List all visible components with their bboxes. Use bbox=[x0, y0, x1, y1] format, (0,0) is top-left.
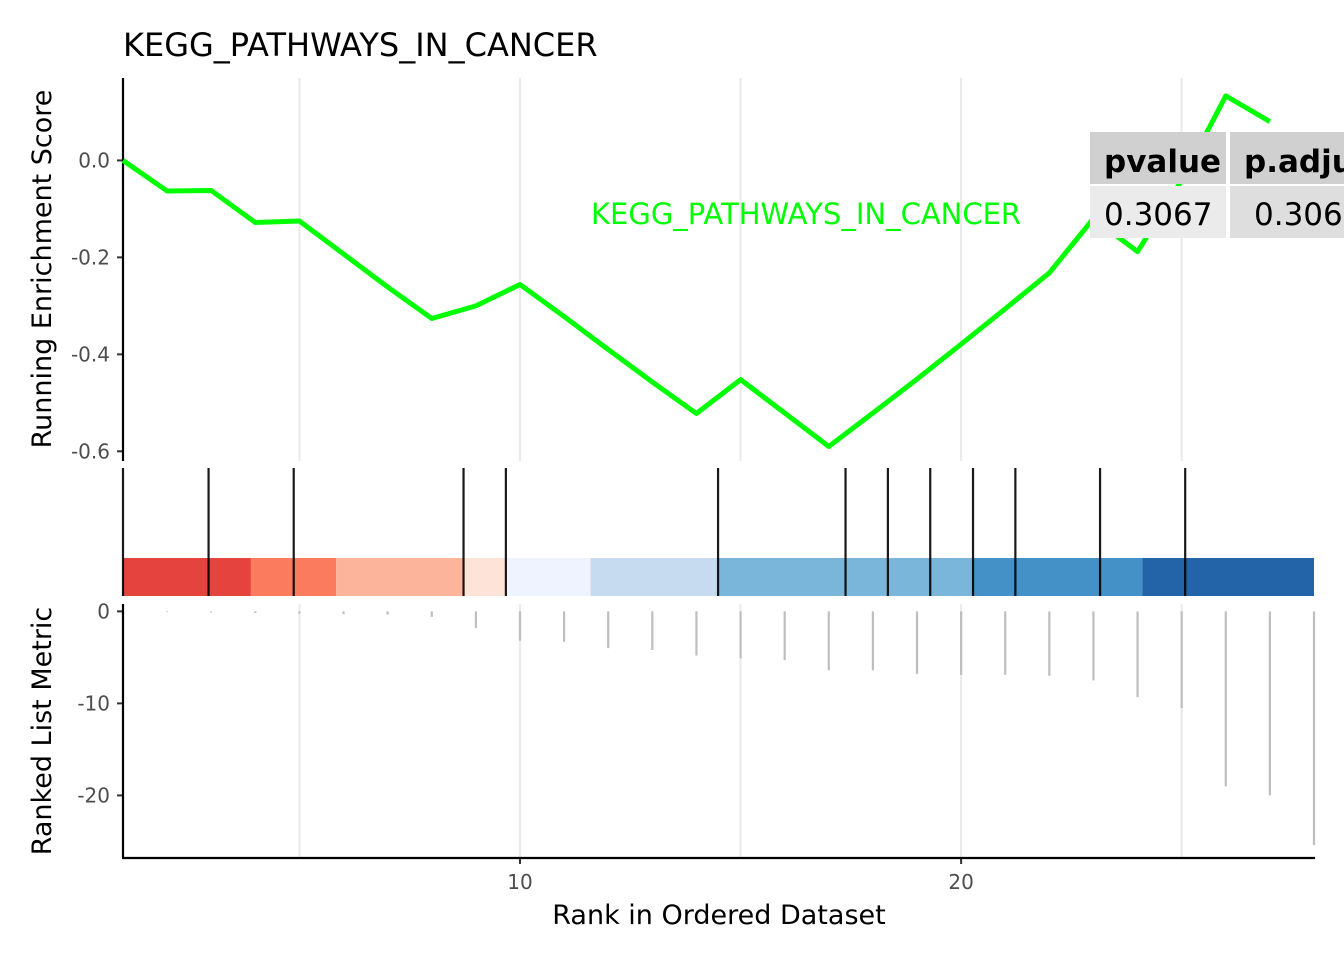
x-tick-label: 20 bbox=[948, 870, 973, 894]
stats-header-pvalue: pvalue bbox=[1104, 144, 1221, 180]
bottom-y-tick-label: -10 bbox=[77, 691, 110, 715]
series-annotation: KEGG_PATHWAYS_IN_CANCER bbox=[591, 197, 1021, 231]
heatmap-segment bbox=[505, 558, 591, 596]
bottom-y-tick-label: -20 bbox=[77, 783, 110, 807]
heatmap-segment bbox=[1142, 558, 1314, 596]
top-y-tick-label: -0.2 bbox=[71, 245, 110, 269]
stats-table: pvalue p.adju 0.3067 0.306 bbox=[1090, 132, 1344, 238]
chart-title: KEGG_PATHWAYS_IN_CANCER bbox=[123, 26, 598, 64]
top-y-tick-label: 0.0 bbox=[78, 148, 110, 172]
top-y-axis-label: Running Enrichment Score bbox=[27, 90, 58, 449]
stats-header-padjust: p.adju bbox=[1244, 144, 1344, 180]
stats-header-pvalue-cell bbox=[1090, 132, 1226, 184]
heatmap-segment bbox=[336, 558, 464, 596]
stats-header-padjust-cell bbox=[1230, 132, 1344, 184]
heatmap-segment bbox=[123, 558, 251, 596]
top-y-tick-label: -0.6 bbox=[71, 439, 110, 463]
top-y-ticks: 0.0 -0.2 -0.4 -0.6 bbox=[71, 148, 123, 463]
bottom-y-tick-label: 0 bbox=[97, 599, 110, 623]
bottom-y-ticks: 0 -10 -20 bbox=[77, 599, 123, 807]
stats-value-pvalue-cell bbox=[1090, 186, 1226, 238]
top-panel: 0.0-0.2-0.4-0.6 KEGG_PATHWAYS_IN_CANCER … bbox=[27, 78, 1344, 463]
stats-value-pvalue: 0.3067 bbox=[1104, 197, 1212, 233]
top-y-tick-label: -0.4 bbox=[71, 342, 110, 366]
x-axis-label: Rank in Ordered Dataset bbox=[552, 900, 885, 931]
gene-hit-lines bbox=[121, 468, 1187, 596]
es-line bbox=[121, 93, 1272, 449]
bottom-y-axis-label: Ranked List Metric bbox=[27, 607, 58, 856]
middle-panel bbox=[121, 468, 1314, 596]
heatmap-segment bbox=[590, 558, 719, 596]
bottom-x-ticks: 10 20 bbox=[507, 858, 974, 894]
heatmap-segment bbox=[463, 558, 506, 596]
es-series bbox=[121, 93, 1272, 449]
stats-value-padjust: 0.306 bbox=[1254, 197, 1343, 233]
stats-value-padjust-cell bbox=[1230, 186, 1344, 238]
heatmap-segment bbox=[973, 558, 1143, 596]
bottom-panel: 0 -10 -20 10 20 Ranked List Metric Rank in … bbox=[27, 599, 1316, 931]
x-tick-label: 10 bbox=[507, 870, 532, 894]
ranking-heatmap bbox=[123, 558, 1314, 596]
metric-bars bbox=[166, 611, 1316, 846]
